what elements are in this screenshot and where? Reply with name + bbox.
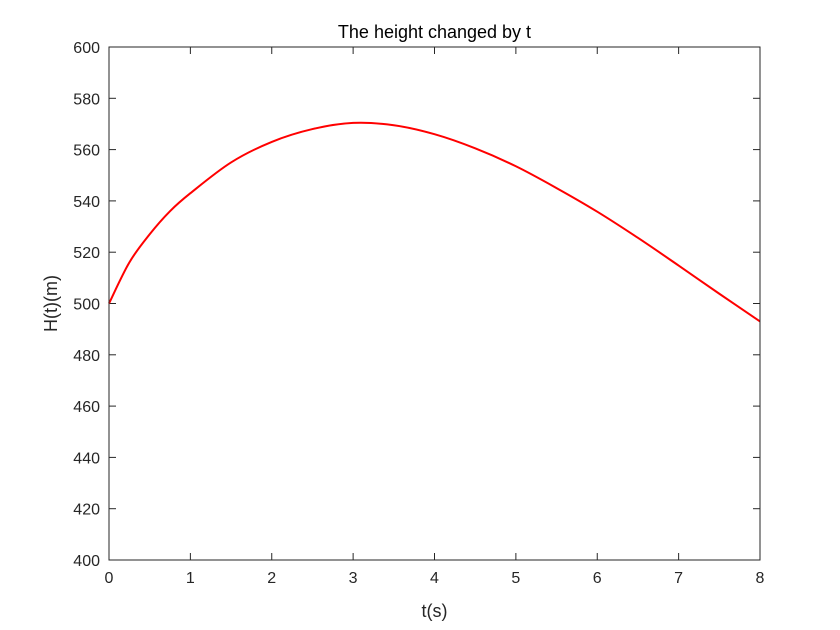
x-tick-label: 7 [674, 570, 683, 587]
y-tick-label: 480 [73, 348, 100, 365]
y-tick-label: 580 [73, 91, 100, 108]
x-tick-label: 2 [267, 570, 276, 587]
y-tick-label: 440 [73, 450, 100, 467]
y-tick-label: 400 [73, 553, 100, 570]
x-tick-label: 3 [349, 570, 358, 587]
y-tick-label: 520 [73, 245, 100, 262]
x-tick-label: 6 [593, 570, 602, 587]
y-axis-label: H(t)(m) [41, 275, 61, 332]
x-tick-label: 4 [430, 570, 439, 587]
y-tick-label: 540 [73, 194, 100, 211]
tick-labels-layer: 0 1 2 3 4 5 6 7 8 400 420 440 460 480 500 520 540 560 580 6… [73, 40, 764, 587]
x-tick-label: 5 [511, 570, 520, 587]
x-tick-label: 1 [186, 570, 195, 587]
chart-title: The height changed by t [338, 22, 531, 42]
y-tick-label: 460 [73, 399, 100, 416]
plot-box [108, 46, 761, 561]
x-tick-label: 0 [105, 570, 114, 587]
y-tick-label: 500 [73, 297, 100, 314]
series-line [108, 121, 761, 323]
y-tick-label: 600 [73, 40, 100, 57]
x-tick-label: 8 [756, 570, 765, 587]
y-tick-label: 560 [73, 143, 100, 160]
y-tick-label: 420 [73, 502, 100, 519]
x-axis-label: t(s) [422, 601, 448, 621]
plot-background [109, 47, 760, 560]
